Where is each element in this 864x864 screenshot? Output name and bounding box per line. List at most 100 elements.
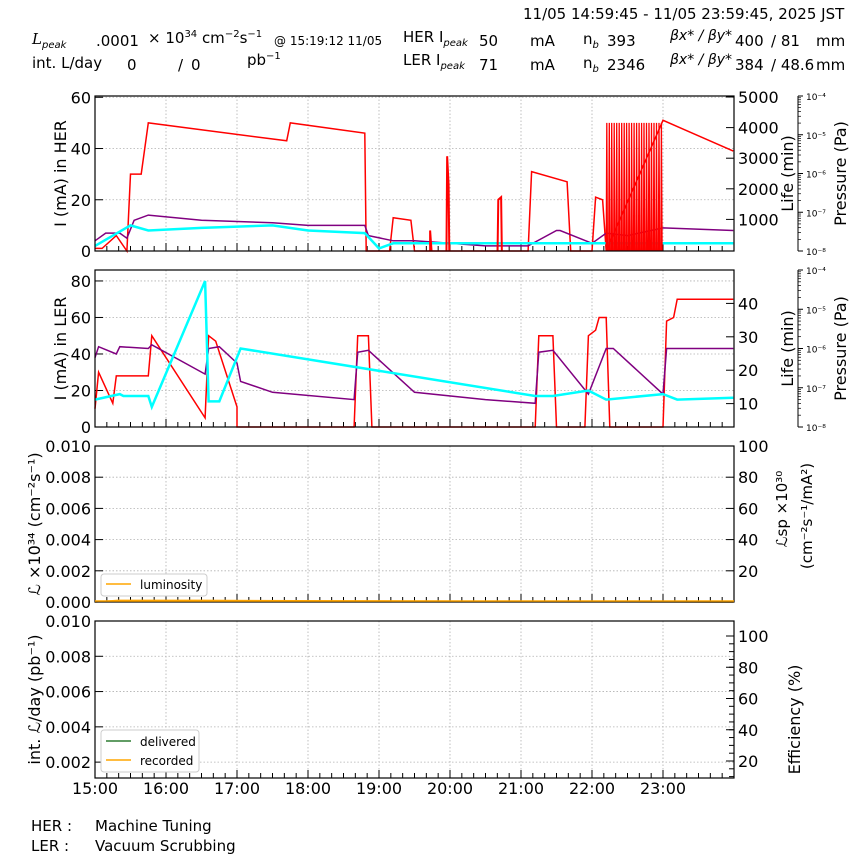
y-tick-label: 80 — [71, 272, 91, 291]
y-tick-label: 0.010 — [45, 437, 91, 456]
pressure-axis-label: Pressure (Pa) — [831, 121, 850, 226]
series-current — [95, 119, 734, 254]
her-ipeak-unit: mA — [530, 32, 555, 50]
pressure-tick-label: 10⁻⁴ — [806, 267, 826, 277]
series-current-bursts — [605, 122, 663, 252]
lpeak-sub: peak — [41, 40, 67, 51]
her-beta-y: / 81 — [771, 32, 800, 50]
panel-4: 0.002 0.004 0.006 0.008 0.010 20 40 60 80 100 int.… — [25, 612, 804, 798]
ler-nb-value: 2346 — [607, 56, 646, 74]
legend-luminosity: luminosity — [100, 573, 208, 597]
lpeak-unit-cm-exp: −2 — [224, 29, 240, 40]
y-tick-label: 0.002 — [45, 753, 91, 772]
series-life — [94, 343, 734, 405]
lpeak-unit-s: s — [239, 29, 248, 47]
lpeak-symbol: L — [32, 30, 42, 48]
y-tick-label: 0.008 — [45, 647, 91, 666]
life-axis-label: Life (min) — [778, 135, 797, 212]
her-label-sub: peak — [443, 38, 468, 49]
x-tick-label: 18:00 — [285, 779, 331, 798]
ler-ipeak-unit: mA — [530, 56, 555, 74]
pressure-axis-label: Pressure (Pa) — [831, 296, 850, 401]
ler-beta-x: 384 — [735, 56, 764, 74]
her-beta-label: βx* / βy* — [670, 28, 733, 44]
pressure-tick-label: 10⁻⁶ — [806, 171, 826, 181]
y-tick-label: 0.004 — [45, 531, 91, 550]
y2-tick-label: 10 — [738, 395, 758, 414]
y2-tick-label: 20 — [738, 752, 758, 771]
ler-status-label: LER : — [31, 837, 70, 855]
her-ipeak-value: 50 — [479, 32, 499, 50]
y2-tick-label: 100 — [738, 627, 769, 646]
legend-label-delivered: delivered — [140, 735, 196, 749]
her-nb-value: 393 — [607, 32, 636, 50]
x-tick-label: 22:00 — [569, 779, 615, 798]
pressure-tick-label: 10⁻⁵ — [806, 306, 826, 316]
plot-frame — [94, 445, 735, 603]
intl-sep: / — [178, 56, 184, 74]
ler-status: Vacuum Scrubbing — [95, 837, 236, 855]
her-label: HER I — [403, 28, 444, 46]
series-current — [94, 298, 734, 428]
efficiency-axis-label: Efficiency (%) — [785, 665, 804, 775]
pressure-tick-label: 10⁻⁷ — [806, 385, 826, 395]
pressure-tick-label: 10⁻⁸ — [806, 424, 826, 434]
y2-tick-label: 3000 — [738, 149, 779, 168]
her-status: Machine Tuning — [95, 817, 212, 835]
y2-tick-label: 5000 — [738, 88, 779, 107]
lpeak-unit-s-exp: −1 — [247, 29, 263, 40]
lsp-unit-label: (cm⁻²s⁻¹/mA²) — [798, 463, 816, 569]
y2-tick-label: 40 — [738, 294, 758, 313]
ler-label: LER I — [403, 51, 441, 69]
x-tick-label: 15:00 — [72, 779, 118, 798]
y-tick-label: 0.004 — [45, 718, 91, 737]
intl-label: int. L/day — [32, 54, 103, 72]
ler-beta-label: βx* / βy* — [670, 52, 733, 68]
intl-unit-pb: pb — [247, 51, 267, 69]
y-tick-label: 0.002 — [45, 562, 91, 581]
y2-tick-label: 40 — [738, 721, 758, 740]
lpeak-value: .0001 — [96, 32, 139, 50]
pressure-tick-label: 10⁻⁸ — [806, 248, 826, 258]
x-tick-label: 20:00 — [427, 779, 473, 798]
lpeak-time: @ 15:19:12 11/05 — [274, 34, 383, 48]
pressure-tick-label: 10⁻⁵ — [806, 132, 826, 142]
x-tick-label: 21:00 — [498, 779, 544, 798]
y2-tick-label: 20 — [738, 562, 758, 581]
y-tick-label: 60 — [71, 88, 91, 107]
intl-unit-exp: −1 — [266, 51, 281, 62]
y-tick-label: 20 — [71, 191, 91, 210]
ler-ipeak-value: 71 — [479, 56, 499, 74]
lpeak-unit-exp: 34 — [184, 29, 198, 40]
plot-frame — [94, 620, 735, 779]
her-nb-label: nb — [583, 30, 599, 51]
lpeak-unit-cm: cm — [197, 29, 225, 47]
y-tick-label: 40 — [71, 140, 91, 159]
legend-box — [100, 573, 208, 597]
intl-unit: pb−1 — [247, 51, 281, 69]
y2-tick-label: 60 — [738, 499, 758, 518]
y-axis-label: ℒ ×10³⁴ (cm⁻²s⁻¹) — [25, 452, 44, 595]
y2-tick-label: 100 — [738, 437, 769, 456]
y2-tick-label: 20 — [738, 361, 758, 380]
ler-nb-label: nb — [583, 54, 599, 75]
ler-ipeak-label: LER Ipeak — [403, 51, 465, 72]
panel-3: 0.000 0.002 0.004 0.006 0.008 0.010 20 40 60 80 10… — [25, 437, 816, 612]
y2-tick-label: 4000 — [738, 119, 779, 138]
series-pressure — [94, 280, 734, 411]
y-tick-label: 0.006 — [45, 499, 91, 518]
x-tick-label: 23:00 — [640, 779, 686, 798]
y-tick-label: 40 — [71, 345, 91, 364]
her-nb-n: n — [583, 30, 593, 48]
intl-delivered: 0 — [127, 56, 137, 74]
panel-1: 0 20 40 60 1000 2000 3000 4000 5000 I (mA) in HER… — [51, 88, 850, 261]
series-current-spikes — [429, 156, 503, 252]
her-nb-sub: b — [592, 40, 599, 51]
legend-int-lumi: delivered recorded — [100, 729, 200, 773]
ler-beta-y: / 48.6 — [771, 56, 815, 74]
life-axis-label: Life (min) — [778, 310, 797, 387]
plot-frame — [94, 95, 735, 252]
y2-tick-label: 80 — [738, 658, 758, 677]
y-axis-label: I (mA) in HER — [51, 120, 70, 227]
